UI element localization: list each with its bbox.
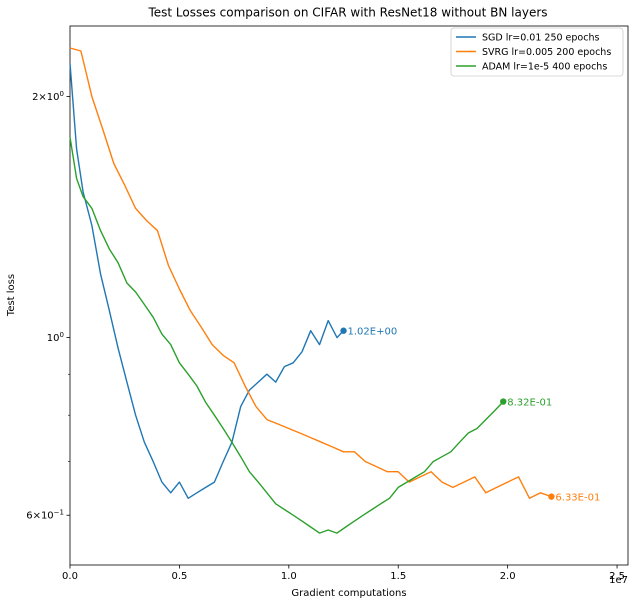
y-tick-label-base: 10 bbox=[47, 333, 60, 344]
series-layer: 1.02E+00 6.33E-01 8.32E-01 bbox=[69, 47, 600, 534]
x-tick-label: 1.0 bbox=[281, 571, 297, 582]
series-line-3 bbox=[69, 136, 504, 534]
series-line-2 bbox=[69, 47, 552, 499]
x-axis: 0.0 0.5 1.0 1.5 2.0 2.5 bbox=[62, 565, 625, 582]
legend-label-2: SVRG lr=0.005 200 epochs bbox=[482, 47, 611, 58]
y-tick-label-base: 6×10 bbox=[26, 511, 53, 522]
series-end-label-2: 6.33E-01 bbox=[555, 493, 600, 504]
legend-box bbox=[450, 27, 624, 77]
y-tick-label-exponent: −1 bbox=[54, 509, 64, 517]
y-tick-label: 100 bbox=[47, 331, 64, 344]
x-tick-label: 0.5 bbox=[171, 571, 187, 582]
y-tick-label-exponent: 0 bbox=[60, 90, 64, 98]
legend: SGD lr=0.01 250 epochs SVRG lr=0.005 200 … bbox=[450, 27, 624, 77]
series-endpoint-1 bbox=[340, 327, 347, 334]
legend-label-3: ADAM lr=1e-5 400 epochs bbox=[482, 62, 607, 73]
x-axis-offset-label: 1e7 bbox=[609, 575, 628, 586]
series-endpoint-3 bbox=[500, 398, 507, 405]
x-tick-label: 0.0 bbox=[62, 571, 78, 582]
plot-frame bbox=[69, 25, 629, 566]
chart-title: Test Losses comparison on CIFAR with Res… bbox=[147, 6, 547, 20]
y-axis-label: Test loss bbox=[6, 274, 17, 317]
legend-label-1: SGD lr=0.01 250 epochs bbox=[482, 33, 599, 44]
x-tick-label: 2.5 bbox=[609, 571, 625, 582]
series-end-label-1: 1.02E+00 bbox=[348, 327, 398, 338]
series-end-label-3: 8.32E-01 bbox=[507, 398, 552, 409]
series-endpoint-2 bbox=[548, 493, 555, 500]
series-line-1 bbox=[69, 63, 345, 499]
y-tick-label: 2×100 bbox=[32, 90, 64, 103]
x-tick-label: 1.5 bbox=[390, 571, 406, 582]
x-tick-label: 2.0 bbox=[500, 571, 516, 582]
y-tick-label-exponent: 0 bbox=[60, 331, 64, 339]
y-tick-label: 6×10−1 bbox=[26, 509, 64, 522]
x-axis-label: Gradient computations bbox=[291, 588, 406, 599]
y-tick-label-base: 2×10 bbox=[32, 92, 59, 103]
